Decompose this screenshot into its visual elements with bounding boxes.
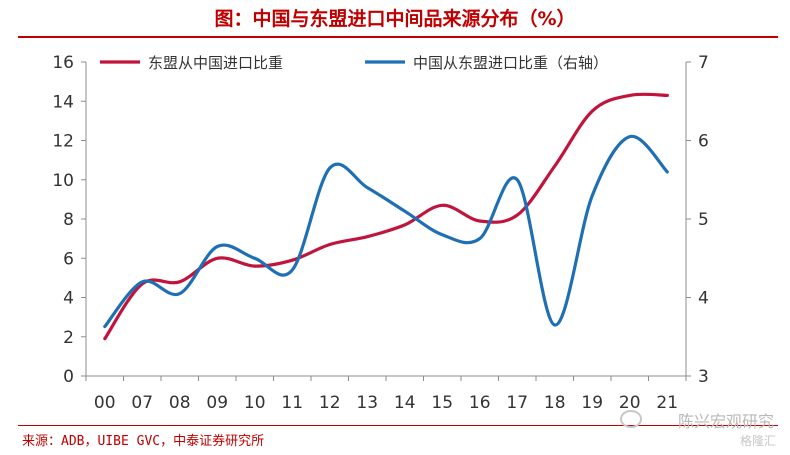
x-tick-label: 14: [394, 393, 416, 413]
series-line-china-from-asean: [103, 134, 669, 329]
x-tick-label: 09: [206, 393, 228, 413]
x-tick-label: 20: [619, 393, 641, 413]
x-tick-label: 12: [319, 393, 341, 413]
y-left-tick-label: 6: [63, 249, 74, 269]
watermark-brand: 陈兴宏观研究: [677, 412, 774, 431]
axes: 0 2 4 6 8 10 12 14 16 3 4 5 6 7 00 07 08 09 10 11 12 13 14 15 16…: [52, 53, 708, 413]
legend-label: 中国从东盟进口比重（右轴）: [413, 54, 608, 72]
y-left-tick-label: 4: [63, 289, 74, 309]
x-tick-label: 13: [356, 393, 378, 413]
x-tick-label: 18: [544, 393, 566, 413]
footer-divider: [18, 425, 778, 426]
x-tick-label: 16: [469, 393, 491, 413]
chart-title: 图：中国与东盟进口中间品来源分布（%）: [214, 8, 576, 30]
x-tick-label: 15: [431, 393, 453, 413]
y-right-tick-label: 5: [698, 210, 709, 230]
series-lines: [103, 92, 669, 341]
x-tick-label: 11: [281, 393, 303, 413]
x-tick-label: 21: [656, 393, 678, 413]
source-note: 来源：ADB，UIBE GVC，中泰证券研究所: [22, 434, 265, 449]
wechat-icon: [620, 410, 642, 428]
watermark-sub: 格隆汇: [739, 434, 776, 448]
legend: 东盟从中国进口比重 中国从东盟进口比重（右轴）: [100, 54, 608, 72]
legend-label: 东盟从中国进口比重: [148, 54, 283, 72]
title-divider: [18, 36, 778, 38]
y-right-tick-label: 6: [698, 132, 709, 152]
y-left-tick-label: 12: [52, 132, 74, 152]
y-left-tick-label: 8: [63, 210, 74, 230]
series-line-asean-from-china: [103, 92, 669, 341]
x-tick-label: 17: [506, 393, 528, 413]
y-left-tick-label: 10: [52, 171, 74, 191]
y-right-tick-label: 7: [698, 53, 709, 73]
y-right-tick-label: 4: [698, 289, 709, 309]
x-tick-label: 07: [131, 393, 153, 413]
y-left-tick-label: 16: [52, 53, 74, 73]
y-left-tick-label: 0: [63, 367, 74, 387]
y-left-tick-label: 14: [52, 92, 74, 112]
x-tick-label: 10: [244, 393, 266, 413]
y-right-tick-label: 3: [698, 367, 709, 387]
x-tick-label: 19: [581, 393, 603, 413]
x-tick-label: 00: [94, 393, 116, 413]
x-tick-label: 08: [169, 393, 191, 413]
y-left-tick-label: 2: [63, 328, 74, 348]
